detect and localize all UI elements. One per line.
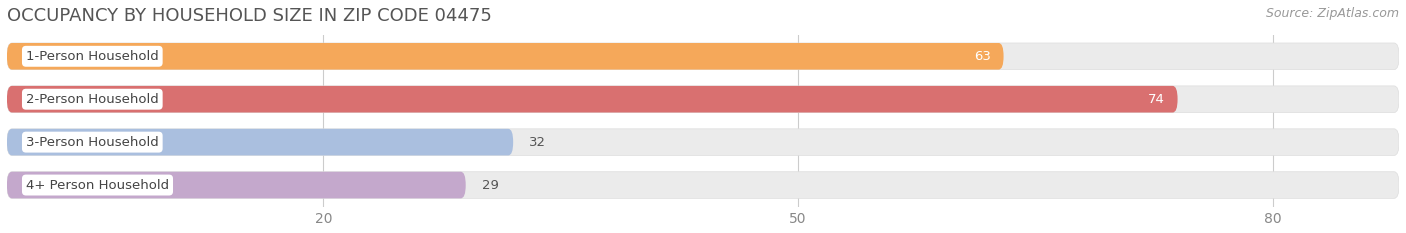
Text: 2-Person Household: 2-Person Household bbox=[25, 93, 159, 106]
FancyBboxPatch shape bbox=[7, 43, 1399, 70]
FancyBboxPatch shape bbox=[7, 129, 513, 155]
Text: 32: 32 bbox=[529, 136, 546, 149]
FancyBboxPatch shape bbox=[7, 43, 1004, 70]
Text: 63: 63 bbox=[974, 50, 991, 63]
Text: 4+ Person Household: 4+ Person Household bbox=[25, 178, 169, 192]
Text: OCCUPANCY BY HOUSEHOLD SIZE IN ZIP CODE 04475: OCCUPANCY BY HOUSEHOLD SIZE IN ZIP CODE … bbox=[7, 7, 492, 25]
Text: 29: 29 bbox=[481, 178, 498, 192]
FancyBboxPatch shape bbox=[7, 129, 1399, 155]
FancyBboxPatch shape bbox=[7, 172, 1399, 198]
Text: 1-Person Household: 1-Person Household bbox=[25, 50, 159, 63]
Text: 74: 74 bbox=[1149, 93, 1166, 106]
FancyBboxPatch shape bbox=[7, 86, 1399, 113]
FancyBboxPatch shape bbox=[7, 172, 465, 198]
FancyBboxPatch shape bbox=[7, 86, 1178, 113]
Text: Source: ZipAtlas.com: Source: ZipAtlas.com bbox=[1265, 7, 1399, 20]
Text: 3-Person Household: 3-Person Household bbox=[25, 136, 159, 149]
